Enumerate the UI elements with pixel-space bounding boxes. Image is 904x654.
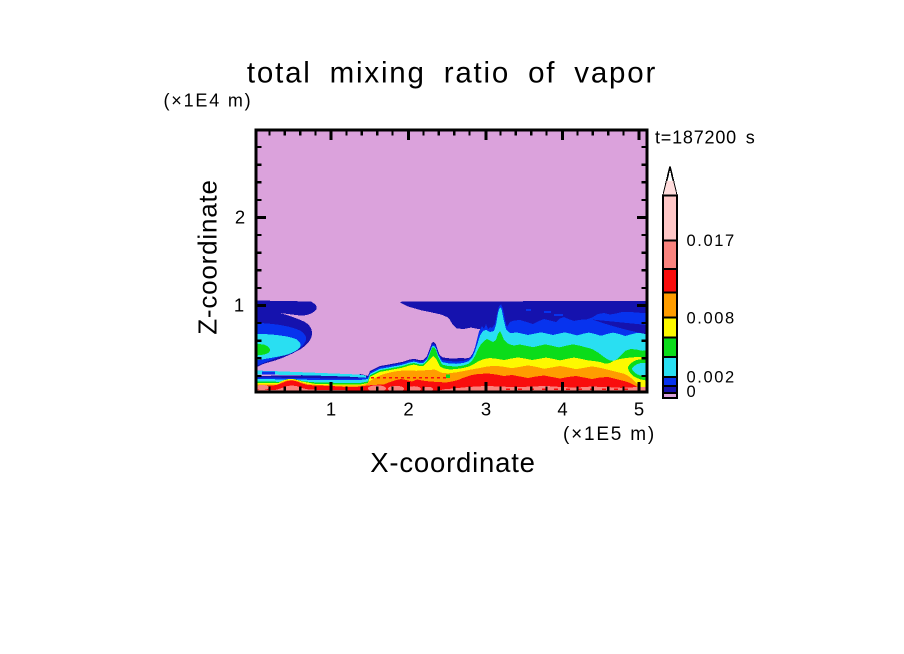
svg-text:Z-coordinate: Z-coordinate xyxy=(193,179,223,335)
svg-text:2: 2 xyxy=(403,398,413,419)
svg-text:0.002: 0.002 xyxy=(687,369,736,387)
svg-text:(×1E4 m): (×1E4 m) xyxy=(164,91,253,111)
svg-text:total mixing ratio of vapor: total mixing ratio of vapor xyxy=(247,57,657,90)
svg-text:0: 0 xyxy=(687,383,696,401)
svg-text:X-coordinate: X-coordinate xyxy=(370,447,536,478)
svg-text:3: 3 xyxy=(481,398,491,419)
svg-text:5: 5 xyxy=(634,398,644,419)
svg-text:1: 1 xyxy=(234,295,244,316)
svg-text:1: 1 xyxy=(326,398,336,419)
svg-text:0.017: 0.017 xyxy=(687,232,736,250)
svg-text:(×1E5 m): (×1E5 m) xyxy=(563,424,656,445)
svg-text:2: 2 xyxy=(235,207,245,228)
svg-text:4: 4 xyxy=(557,398,567,419)
svg-text:0.008: 0.008 xyxy=(687,310,736,328)
svg-text:t=187200 s: t=187200 s xyxy=(655,128,756,148)
